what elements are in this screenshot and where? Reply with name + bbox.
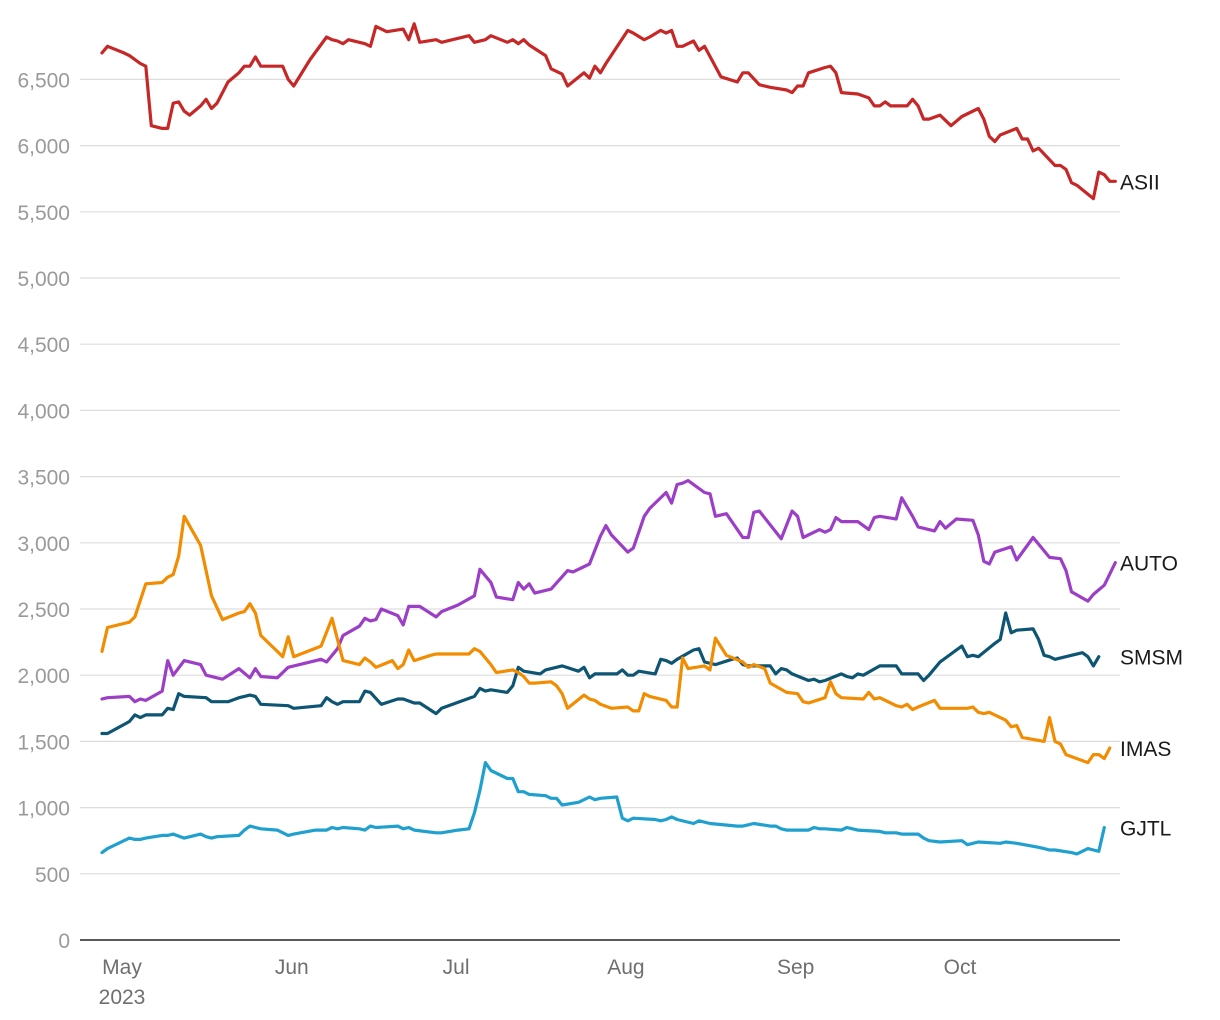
series-lines bbox=[100, 22, 1117, 856]
series-label-imas: IMAS bbox=[1120, 738, 1171, 761]
x-tick-label: Oct bbox=[944, 956, 977, 979]
series-label-asii: ASII bbox=[1120, 171, 1160, 194]
y-tick-label: 3,000 bbox=[17, 533, 70, 556]
x-tick-label: Sep bbox=[777, 956, 814, 979]
y-tick-label: 5,000 bbox=[17, 268, 70, 291]
series-line-gjtl bbox=[100, 761, 1106, 856]
y-tick-label: 5,500 bbox=[17, 202, 70, 225]
series-label-smsm: SMSM bbox=[1120, 647, 1183, 670]
gridlines bbox=[80, 78, 1120, 875]
series-label-auto: AUTO bbox=[1120, 553, 1178, 576]
y-tick-label: 1,000 bbox=[17, 798, 70, 821]
y-tick-label: 4,000 bbox=[17, 400, 70, 423]
y-tick-label: 6,500 bbox=[17, 69, 70, 92]
y-tick-label: 2,500 bbox=[17, 599, 70, 622]
x-axis-tick-labels: May 2023 Jun Jul Aug Sep Oct bbox=[99, 956, 977, 1009]
series-line-asii bbox=[100, 22, 1117, 201]
y-tick-label: 4,500 bbox=[17, 334, 70, 357]
y-tick-label: 500 bbox=[35, 864, 70, 887]
y-tick-label: 0 bbox=[58, 930, 70, 953]
series-line-auto bbox=[100, 479, 1117, 704]
y-tick-label: 1,500 bbox=[17, 731, 70, 754]
x-tick-label: Jun bbox=[275, 956, 309, 979]
series-line-imas bbox=[100, 514, 1112, 765]
x-tick-sublabel: 2023 bbox=[99, 986, 146, 1009]
y-tick-label: 3,500 bbox=[17, 467, 70, 490]
series-line-smsm bbox=[100, 611, 1101, 736]
y-axis-tick-labels: 0 500 1,000 1,500 2,000 2,500 3,000 3,500 4,000 4… bbox=[17, 69, 70, 953]
series-label-gjtl: GJTL bbox=[1120, 817, 1171, 840]
series-end-labels: ASII AUTO SMSM IMAS GJTL bbox=[1120, 171, 1183, 840]
x-tick-label: Jul bbox=[443, 956, 470, 979]
y-tick-label: 6,000 bbox=[17, 136, 70, 159]
x-tick-label: Aug bbox=[607, 956, 644, 979]
y-tick-label: 2,000 bbox=[17, 665, 70, 688]
x-tick-label: May bbox=[102, 956, 142, 979]
